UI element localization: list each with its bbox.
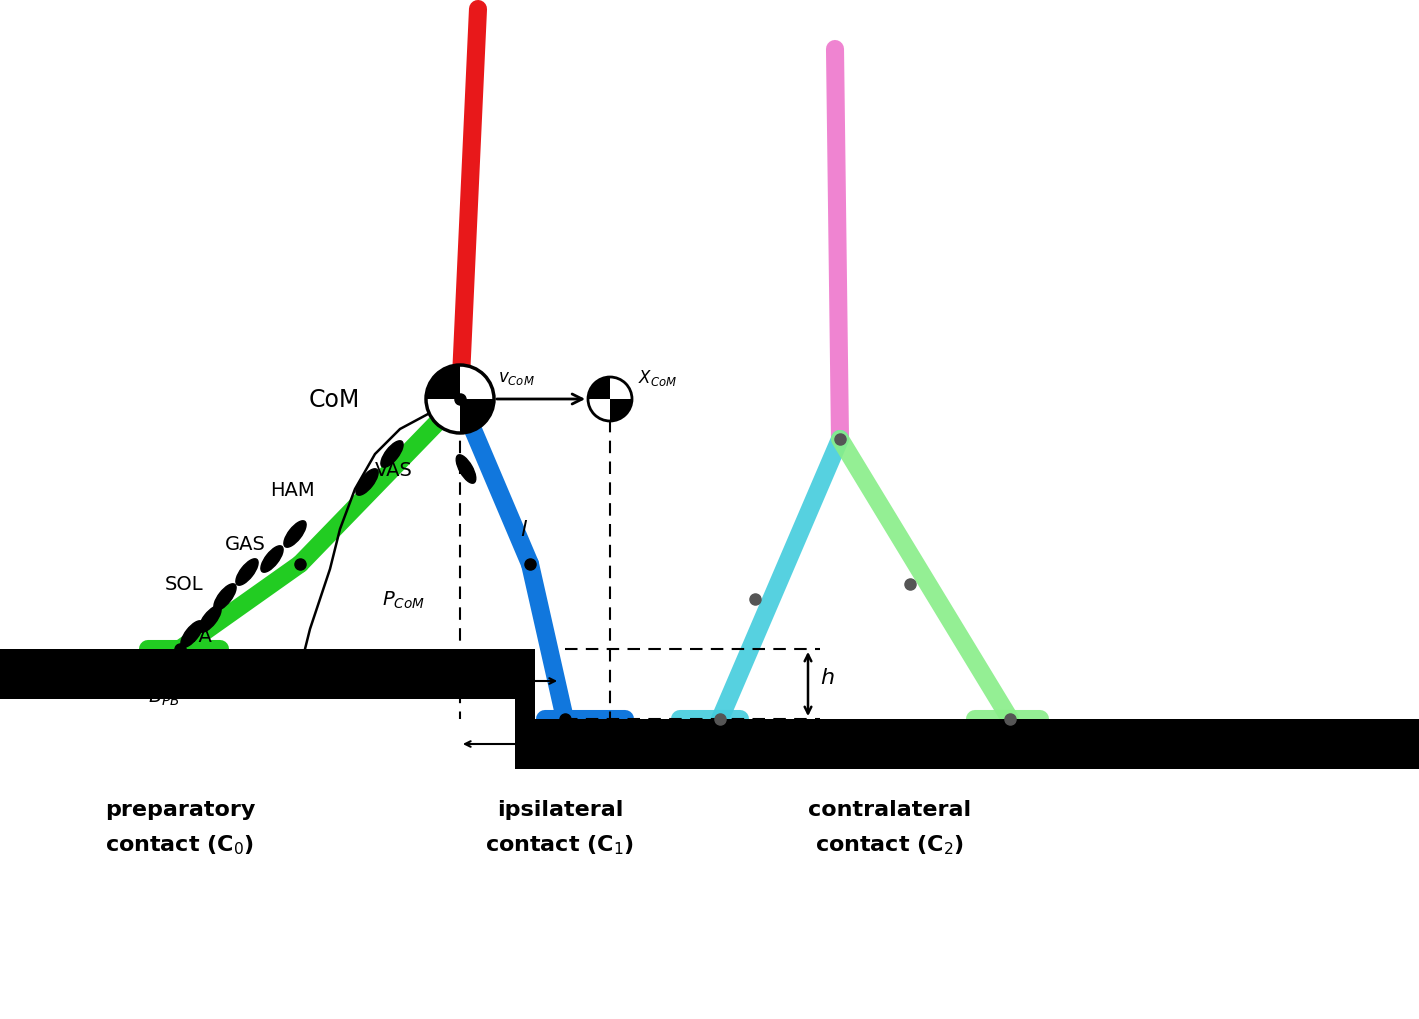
Text: $h$: $h$ (820, 667, 834, 688)
Text: CoM: CoM (309, 387, 360, 412)
Bar (515, 649, 535, 769)
Ellipse shape (261, 546, 284, 573)
Text: contact (C$_0$): contact (C$_0$) (105, 833, 254, 856)
Text: GAS: GAS (226, 535, 265, 554)
Text: SOL: SOL (165, 575, 203, 594)
Circle shape (426, 366, 494, 433)
Text: HAM: HAM (270, 480, 315, 499)
Circle shape (587, 378, 631, 422)
Ellipse shape (236, 559, 258, 586)
Text: $v_{CoM}$: $v_{CoM}$ (498, 369, 535, 386)
Text: contact (C$_1$): contact (C$_1$) (485, 833, 634, 856)
Ellipse shape (284, 522, 307, 547)
Text: VAS: VAS (375, 460, 413, 479)
Text: $s$: $s$ (490, 658, 502, 677)
Ellipse shape (199, 606, 221, 633)
Wedge shape (587, 378, 610, 399)
Ellipse shape (356, 470, 377, 495)
Wedge shape (460, 399, 494, 433)
Ellipse shape (457, 455, 475, 484)
Text: contralateral: contralateral (809, 799, 972, 819)
Wedge shape (610, 399, 631, 422)
Bar (0, 649, 531, 699)
Wedge shape (426, 366, 460, 399)
Text: $X_{CoM}$: $X_{CoM}$ (639, 368, 677, 387)
Text: contact (C$_2$): contact (C$_2$) (816, 833, 965, 856)
Text: ipsilateral: ipsilateral (497, 799, 623, 819)
Ellipse shape (380, 441, 403, 468)
Ellipse shape (214, 584, 236, 610)
Text: $B_{PB}$: $B_{PB}$ (148, 686, 180, 707)
Text: preparatory: preparatory (105, 799, 255, 819)
Text: $l$: $l$ (519, 520, 528, 539)
Bar (525, 719, 1419, 769)
Text: $B_{AB}$: $B_{AB}$ (568, 731, 602, 752)
Text: TA: TA (187, 626, 211, 645)
Ellipse shape (180, 622, 203, 648)
Text: $P_{CoM}$: $P_{CoM}$ (382, 589, 426, 610)
